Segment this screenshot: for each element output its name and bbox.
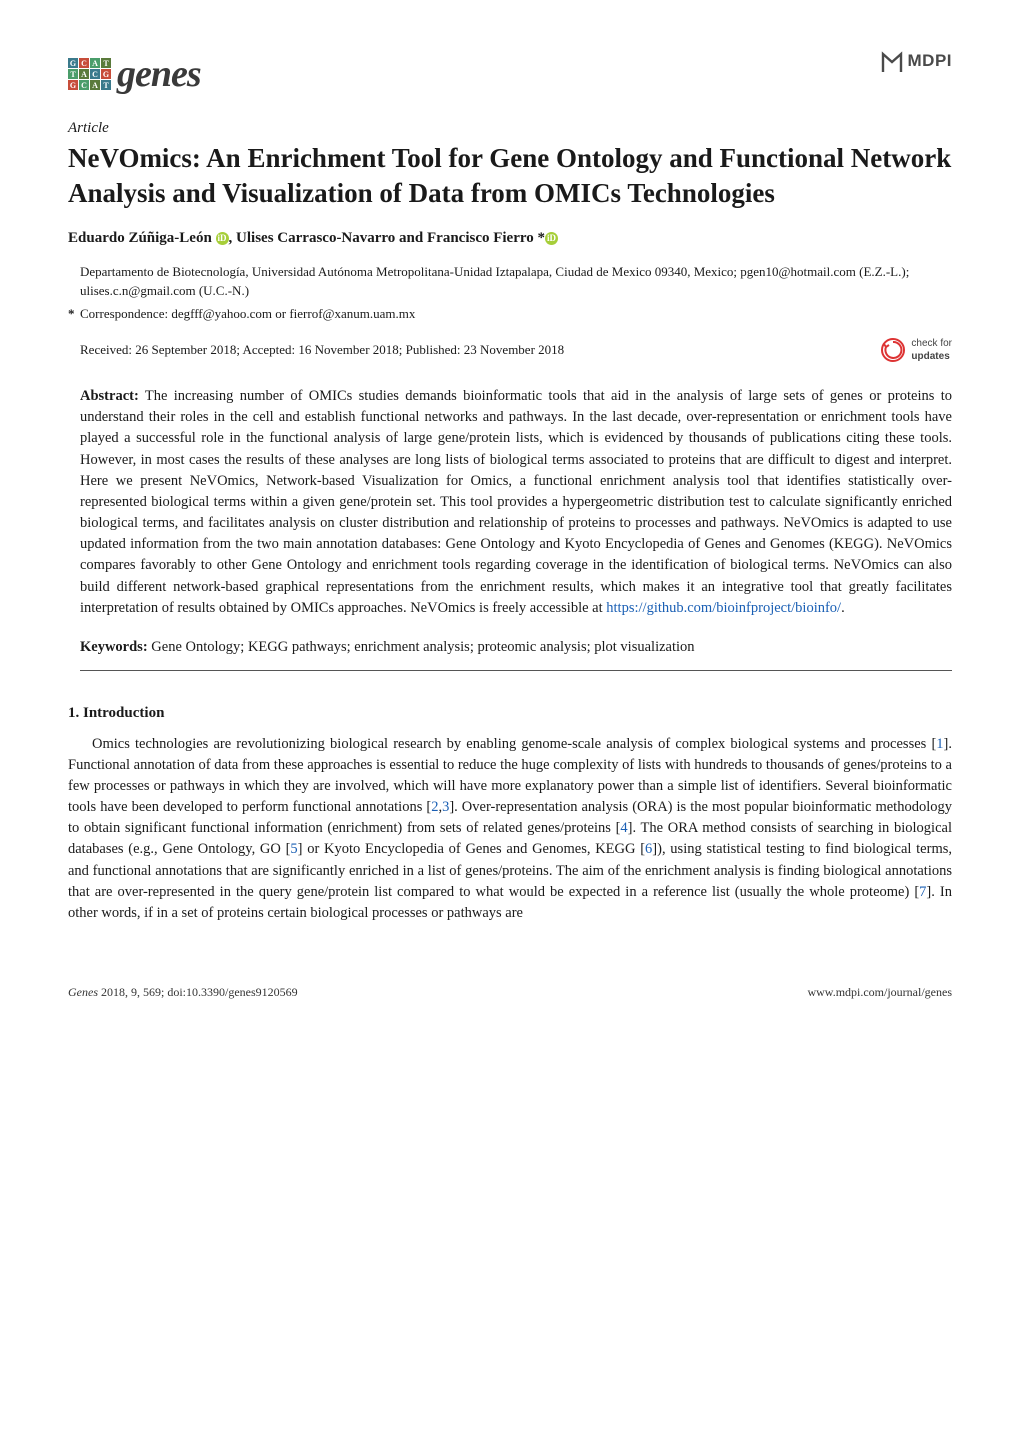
article-type-label: Article <box>68 118 952 139</box>
abstract: Abstract: The increasing number of OMICs… <box>68 386 952 619</box>
journal-logo-block: G C A T T A C G G C A T <box>68 58 111 90</box>
journal-name: genes <box>117 48 201 100</box>
section-heading: 1. Introduction <box>68 703 952 724</box>
author-text: , Ulises Carrasco-Navarro and Francisco … <box>229 230 545 246</box>
citation-link[interactable]: 4 <box>620 820 627 836</box>
page-footer: Genes 2018, 9, 569; doi:10.3390/genes912… <box>68 984 952 1001</box>
logo-cell: A <box>79 69 89 79</box>
updates-text: check forupdates <box>911 337 952 365</box>
body-text: Omics technologies are revolutionizing b… <box>92 736 936 752</box>
abstract-text: The increasing number of OMICs studies d… <box>80 388 952 616</box>
orcid-icon[interactable]: iD <box>545 232 558 245</box>
article-title: NeVOmics: An Enrichment Tool for Gene On… <box>68 141 952 210</box>
dates-row: Received: 26 September 2018; Accepted: 1… <box>68 337 952 365</box>
repo-link[interactable]: https://github.com/bioinfproject/bioinfo… <box>606 600 841 616</box>
keywords-text: Gene Ontology; KEGG pathways; enrichment… <box>151 639 694 655</box>
citation-link[interactable]: 5 <box>290 841 297 857</box>
footer-journal: Genes <box>68 985 98 999</box>
logo-cell: G <box>68 80 78 90</box>
keywords: Keywords: Gene Ontology; KEGG pathways; … <box>68 637 952 658</box>
section-rule <box>80 670 952 671</box>
correspondence-text: Correspondence: degfff@yahoo.com or fier… <box>80 306 415 321</box>
body-text: ] or Kyoto Encyclopedia of Genes and Gen… <box>298 841 645 857</box>
header-row: G C A T T A C G G C A T genes MDPI <box>68 48 952 100</box>
author-list: Eduardo Zúñiga-León iD, Ulises Carrasco-… <box>68 228 952 249</box>
orcid-icon[interactable]: iD <box>216 232 229 245</box>
logo-cell: G <box>101 69 111 79</box>
logo-cell: A <box>90 58 100 68</box>
mdpi-icon <box>881 48 903 74</box>
logo-cell: T <box>101 80 111 90</box>
logo-cell: C <box>79 58 89 68</box>
logo-cell: T <box>68 69 78 79</box>
footer-citation: 2018, 9, 569; doi:10.3390/genes9120569 <box>98 985 298 999</box>
publication-dates: Received: 26 September 2018; Accepted: 1… <box>80 341 564 359</box>
footer-left: Genes 2018, 9, 569; doi:10.3390/genes912… <box>68 984 298 1001</box>
logo-cell: G <box>68 58 78 68</box>
keywords-label: Keywords: <box>80 639 148 655</box>
journal-logo: G C A T T A C G G C A T genes <box>68 48 201 100</box>
correspondence: *Correspondence: degfff@yahoo.com or fie… <box>68 305 952 323</box>
citation-link[interactable]: 1 <box>936 736 943 752</box>
logo-cell: A <box>90 80 100 90</box>
intro-paragraph: Omics technologies are revolutionizing b… <box>68 734 952 924</box>
publisher-logo: MDPI <box>881 48 953 74</box>
updates-icon <box>880 337 906 363</box>
affiliation: Departamento de Biotecnología, Universid… <box>68 263 952 301</box>
logo-cell: C <box>79 80 89 90</box>
publisher-name: MDPI <box>908 49 953 72</box>
author-text: Eduardo Zúñiga-León <box>68 230 216 246</box>
footer-url[interactable]: www.mdpi.com/journal/genes <box>807 984 952 1001</box>
abstract-tail: . <box>841 600 845 616</box>
abstract-label: Abstract: <box>80 388 139 404</box>
logo-cell: T <box>101 58 111 68</box>
asterisk: * <box>68 305 80 323</box>
logo-cell: C <box>90 69 100 79</box>
check-updates-badge[interactable]: check forupdates <box>880 337 952 365</box>
